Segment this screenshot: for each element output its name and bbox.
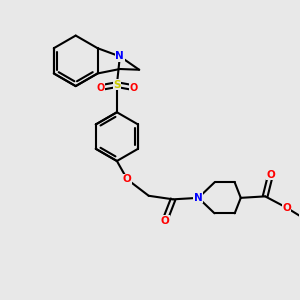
Text: N: N (194, 193, 203, 203)
Text: O: O (282, 203, 291, 213)
Text: O: O (96, 82, 105, 93)
Text: N: N (116, 51, 124, 62)
Text: O: O (160, 216, 169, 226)
Text: O: O (129, 82, 137, 93)
Text: O: O (266, 170, 275, 180)
Text: O: O (123, 174, 132, 184)
Text: S: S (113, 80, 121, 90)
